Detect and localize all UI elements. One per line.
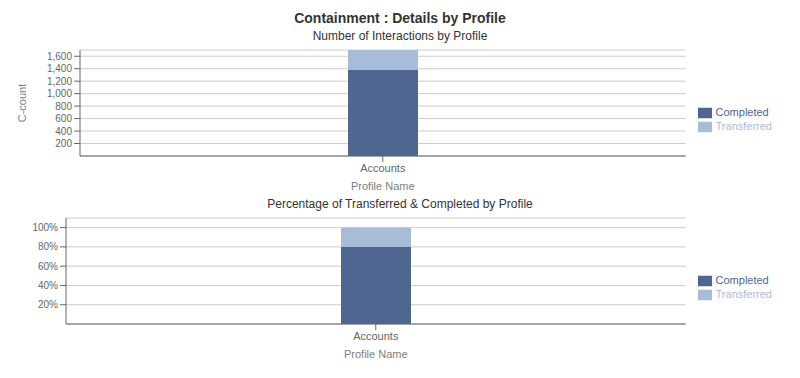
svg-text:Accounts: Accounts xyxy=(360,162,406,174)
svg-text:800: 800 xyxy=(55,101,72,112)
html-text:Containment : Details by Profi: Containment : Details by Profile xyxy=(294,10,506,26)
svg-text:20%: 20% xyxy=(38,299,58,310)
svg-text:600: 600 xyxy=(55,113,72,124)
svg-text:60%: 60% xyxy=(38,261,58,272)
svg-text:C-count: C-count xyxy=(16,84,28,123)
svg-text:1,600: 1,600 xyxy=(47,51,72,62)
svg-text:Profile Name: Profile Name xyxy=(351,180,415,192)
svg-text:200: 200 xyxy=(55,138,72,149)
html-text:Completed: Completed xyxy=(715,273,769,286)
svg-text:100%: 100% xyxy=(32,222,58,233)
svg-text:1,400: 1,400 xyxy=(47,63,72,74)
html-text:Transferred: Transferred xyxy=(715,288,772,300)
svg-text:80%: 80% xyxy=(38,241,58,252)
svg-text:1,000: 1,000 xyxy=(47,88,72,99)
svg-text:1,200: 1,200 xyxy=(47,76,72,87)
svg-text:Profile Name: Profile Name xyxy=(344,348,408,360)
html-text:Number of Interactions by Prof: Number of Interactions by Profile xyxy=(312,29,488,43)
svg-text:40%: 40% xyxy=(38,280,58,291)
svg-text:Accounts: Accounts xyxy=(353,330,399,342)
svg-text:400: 400 xyxy=(55,126,72,137)
html-text:Transferred: Transferred xyxy=(715,120,772,132)
html-text:Completed: Completed xyxy=(715,105,769,118)
html-text:Percentage of Transferred & Co: Percentage of Transferred & Completed by… xyxy=(267,197,533,211)
